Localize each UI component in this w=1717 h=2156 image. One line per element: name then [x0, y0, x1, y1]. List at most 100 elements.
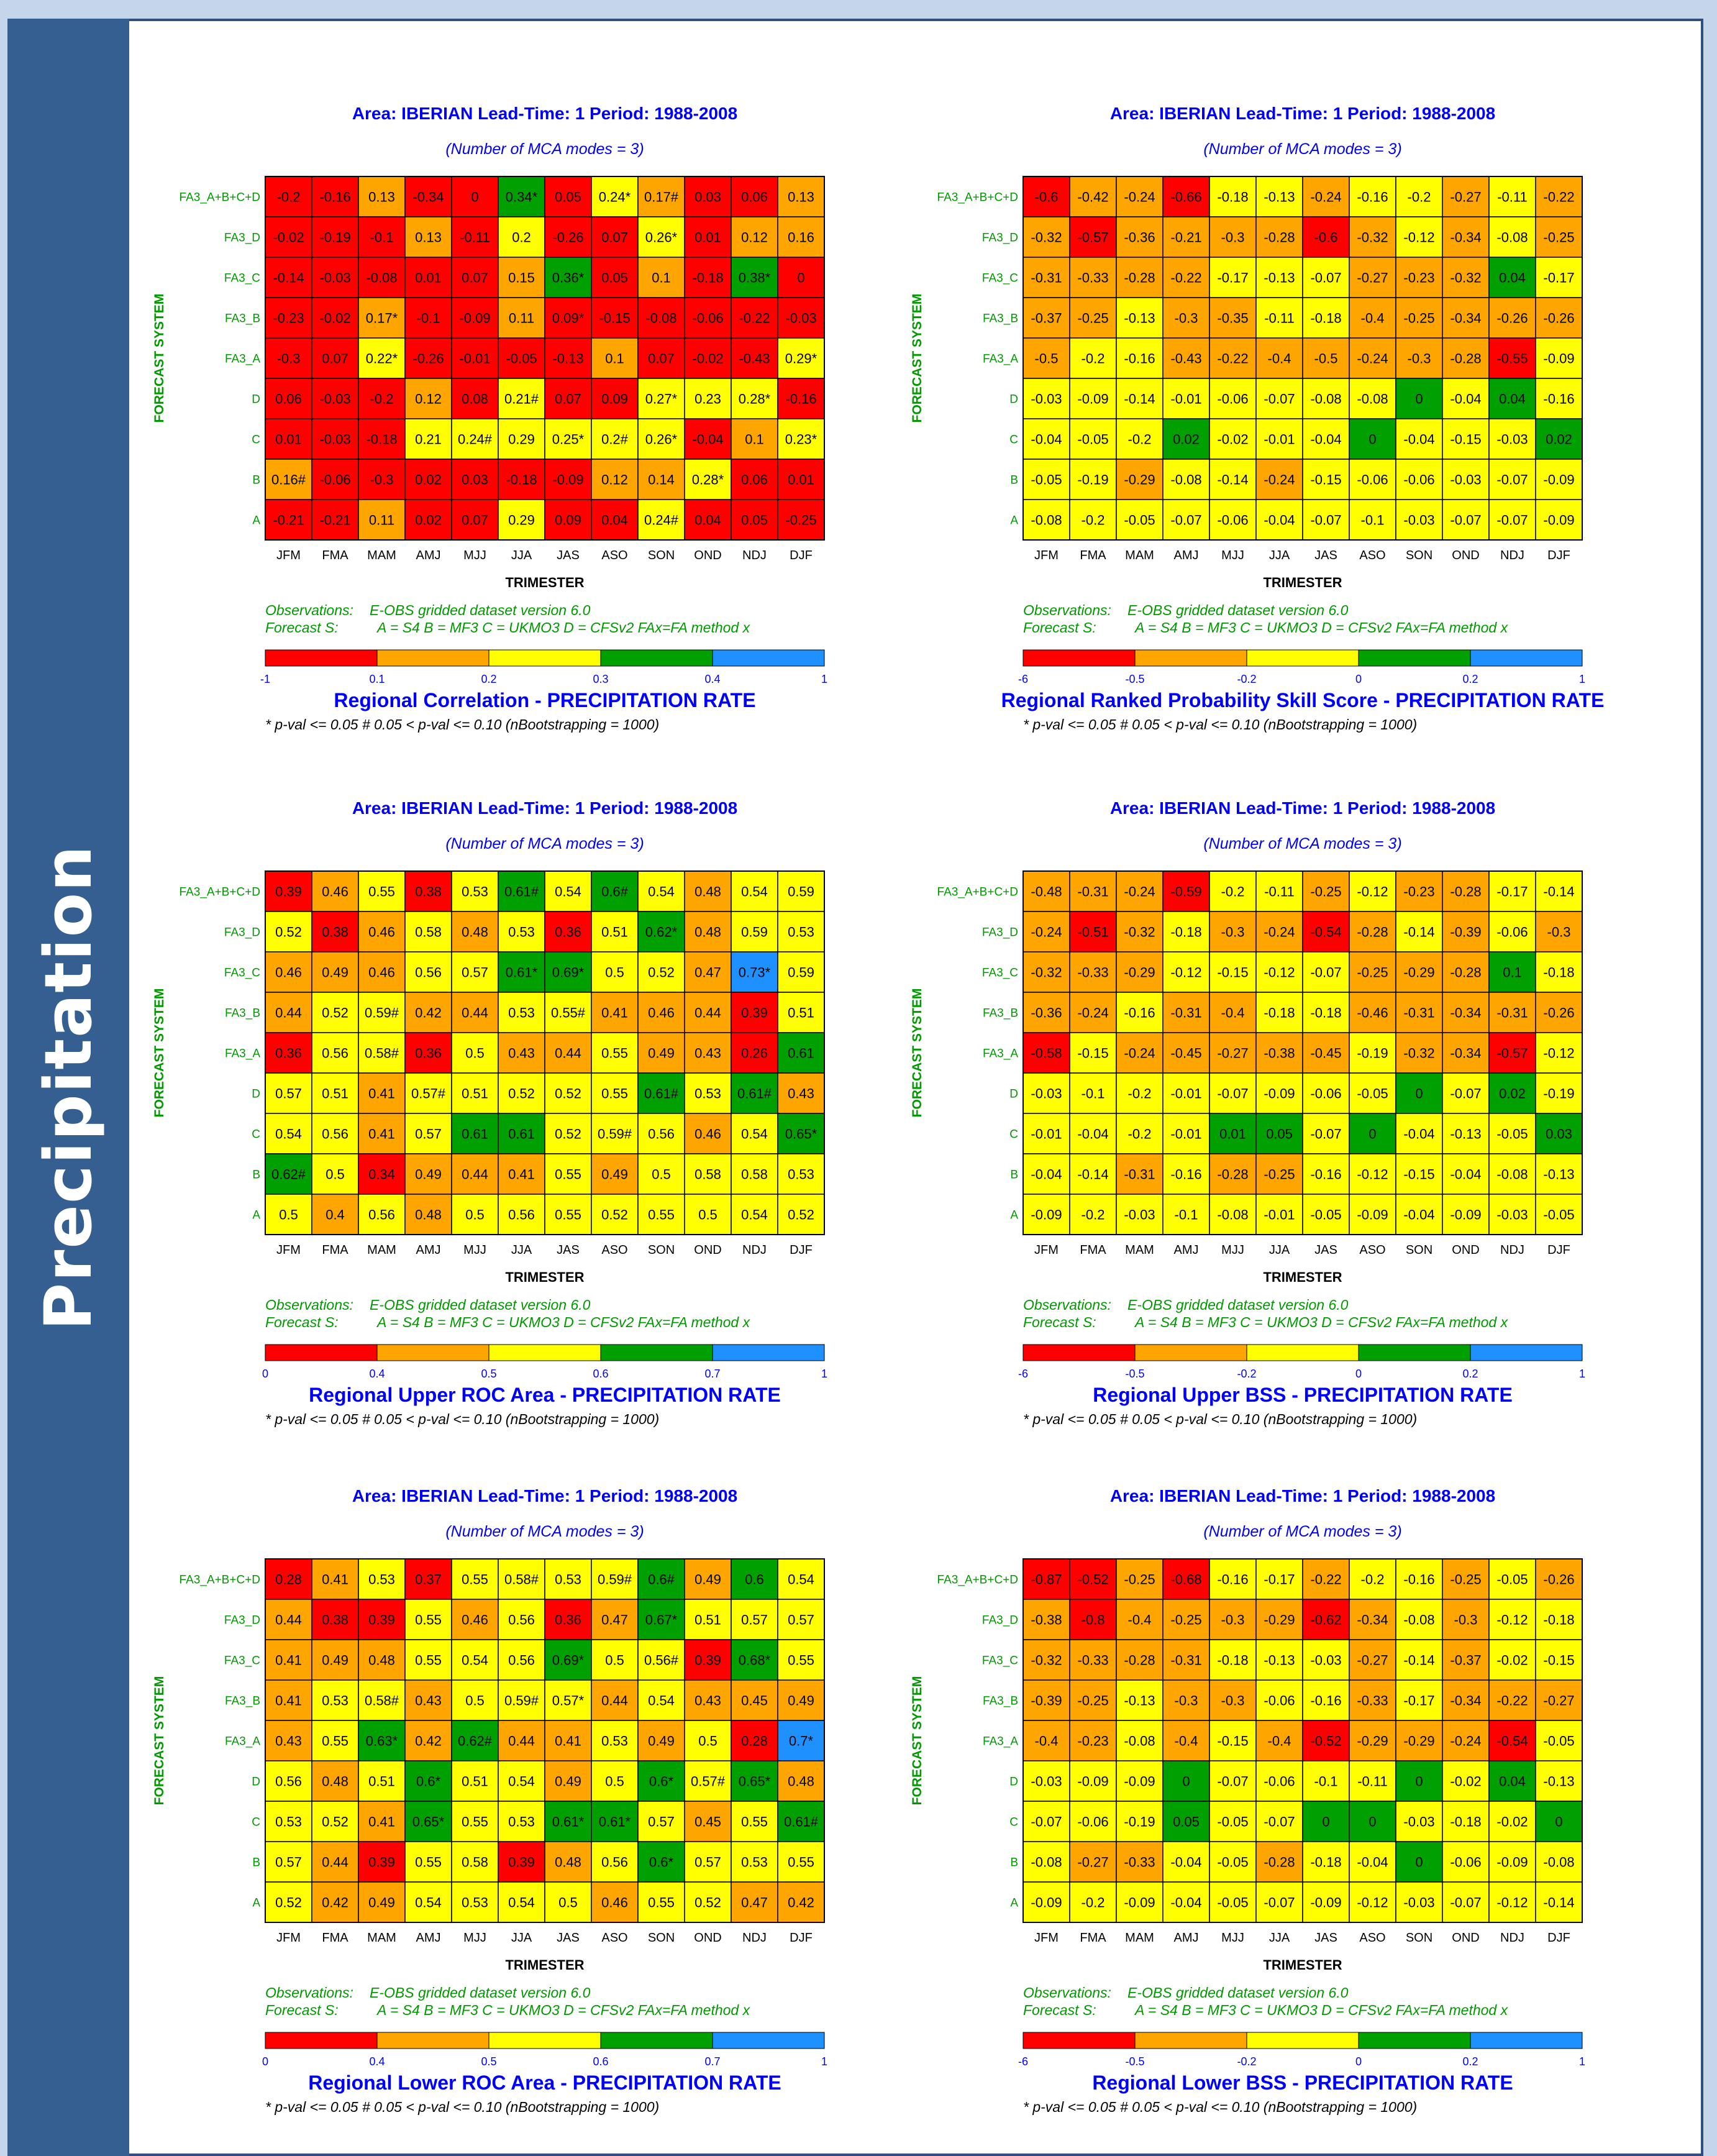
heatmap-cell — [1022, 459, 1070, 500]
cell-label: -0.2 — [1221, 884, 1245, 900]
cell-label: 0.61* — [506, 965, 538, 980]
cell-label: 0.34 — [368, 1167, 395, 1182]
cell-label: -0.31 — [1124, 1167, 1155, 1182]
cell-label: 0.55 — [415, 1612, 442, 1628]
cell-label: -0.66 — [1170, 190, 1201, 205]
cell-label: -0.19 — [1124, 1814, 1155, 1830]
column-label: ASO — [1359, 549, 1385, 562]
cell-label: 0.5 — [698, 1207, 717, 1223]
cell-label: -0.16 — [1403, 1572, 1434, 1587]
cell-label: -0.14 — [1217, 472, 1248, 488]
heatmap-cell — [1488, 176, 1536, 217]
cell-label: -0.18 — [1543, 965, 1574, 980]
cell-label: -0.31 — [1031, 270, 1062, 286]
scale-swatch — [1358, 649, 1471, 667]
chart-header: Area: IBERIAN Lead-Time: 1 Period: 1988-… — [352, 104, 737, 123]
observations-value: E-OBS gridded dataset version 6.0 — [370, 602, 591, 618]
cell-label: -0.29 — [1264, 1612, 1295, 1628]
heatmap-cell — [1395, 378, 1443, 419]
heatmap-cell — [1116, 1801, 1164, 1842]
cell-label: -0.02 — [1450, 1774, 1481, 1789]
heatmap-cell — [544, 1841, 592, 1883]
cell-label: 0.61 — [788, 1046, 814, 1061]
cell-label: -0.28 — [1264, 1855, 1295, 1870]
cell-label: -0.08 — [1031, 1855, 1062, 1870]
cell-label: 0.07 — [601, 230, 628, 245]
column-label: JFM — [1034, 1931, 1059, 1945]
heatmap-cell — [451, 459, 499, 500]
heatmap-cell — [1302, 418, 1350, 460]
heatmap-cell — [777, 1881, 825, 1923]
cell-label: 0.04 — [1499, 270, 1526, 286]
cell-label: 0.5 — [465, 1693, 485, 1709]
heatmap-cell — [1116, 1639, 1164, 1681]
heatmap-cell — [1255, 1072, 1303, 1114]
cell-label: -0.4 — [1268, 1733, 1291, 1749]
row-label: FA3_B — [225, 1695, 260, 1708]
column-label: FMA — [322, 549, 348, 562]
heatmap-cell — [1535, 216, 1583, 258]
cell-label: 0.09 — [555, 513, 581, 528]
cell-label: 0.36 — [555, 925, 581, 940]
cell-label: 0.44 — [462, 1167, 488, 1182]
cell-label: 0.26* — [645, 230, 678, 245]
heatmap-cell — [404, 257, 452, 298]
y-axis-label: FORECAST SYSTEM — [152, 989, 166, 1118]
heatmap-cell — [1162, 499, 1210, 541]
heatmap-cell — [1116, 911, 1164, 952]
cell-label: 0.61* — [552, 1814, 585, 1830]
heatmap-cell — [451, 1113, 499, 1154]
cell-label: 0.55 — [648, 1207, 675, 1223]
cell-label: -0.07 — [1450, 1086, 1481, 1102]
cell-label: 0.07 — [322, 351, 348, 367]
heatmap-cell — [404, 951, 452, 993]
cell-label: -0.03 — [1450, 472, 1481, 488]
scale-tick: -6 — [1018, 1368, 1028, 1380]
scale-tick: 0 — [1355, 673, 1362, 685]
heatmap-cell — [1255, 951, 1303, 993]
cell-label: 0.54 — [648, 884, 675, 900]
cell-label: 0.5 — [605, 965, 624, 980]
scale-tick: -0.2 — [1237, 1368, 1256, 1380]
cell-label: -0.17 — [1264, 1572, 1295, 1587]
cell-label: -0.18 — [366, 432, 397, 447]
heatmap-cell — [777, 992, 825, 1033]
cell-label: 0.49 — [695, 1572, 721, 1587]
column-label: NDJ — [742, 1243, 767, 1257]
heatmap-cell — [498, 1639, 545, 1681]
heatmap-cell — [591, 216, 639, 258]
heatmap-cell — [1022, 257, 1070, 298]
heatmap-cell — [1488, 297, 1536, 339]
cell-label: -0.05 — [1357, 1086, 1388, 1102]
cell-label: -0.18 — [1543, 1612, 1574, 1628]
grid-border — [265, 176, 825, 541]
heatmap-cell — [1209, 1720, 1257, 1761]
cell-label: -0.05 — [1543, 1733, 1574, 1749]
cell-label: 0.07 — [648, 351, 675, 367]
cell-label: -0.4 — [1128, 1612, 1152, 1628]
scale-tick: 1 — [821, 1368, 827, 1380]
cell-label: -0.27 — [1357, 1653, 1388, 1668]
cell-label: 0.44 — [462, 1005, 488, 1021]
cell-label: 0.02 — [1499, 1086, 1526, 1102]
heatmap-cell — [1022, 1558, 1070, 1600]
cell-label: -0.07 — [1450, 513, 1481, 528]
cell-label: 0.04 — [1499, 1774, 1526, 1789]
heatmap-cell — [591, 1113, 639, 1154]
cell-label: -0.14 — [1403, 925, 1434, 940]
cell-label: -0.08 — [1403, 1612, 1434, 1628]
heatmap-cell — [637, 297, 685, 339]
cell-label: -0.2 — [1082, 351, 1105, 367]
cell-label: -0.5 — [1314, 351, 1338, 367]
heatmap-cell — [1255, 216, 1303, 258]
cell-label: -0.27 — [1357, 270, 1388, 286]
heatmap-cell — [1209, 1599, 1257, 1640]
row-label: B — [252, 1857, 260, 1870]
heatmap-cell — [1116, 1032, 1164, 1074]
cell-label: -0.01 — [1264, 1207, 1295, 1223]
heatmap-cell — [451, 257, 499, 298]
heatmap-cell — [1022, 1032, 1070, 1074]
heatmap-cell — [1069, 499, 1117, 541]
cell-label: 0.46 — [322, 884, 348, 900]
cell-label: 0.38 — [415, 884, 442, 900]
